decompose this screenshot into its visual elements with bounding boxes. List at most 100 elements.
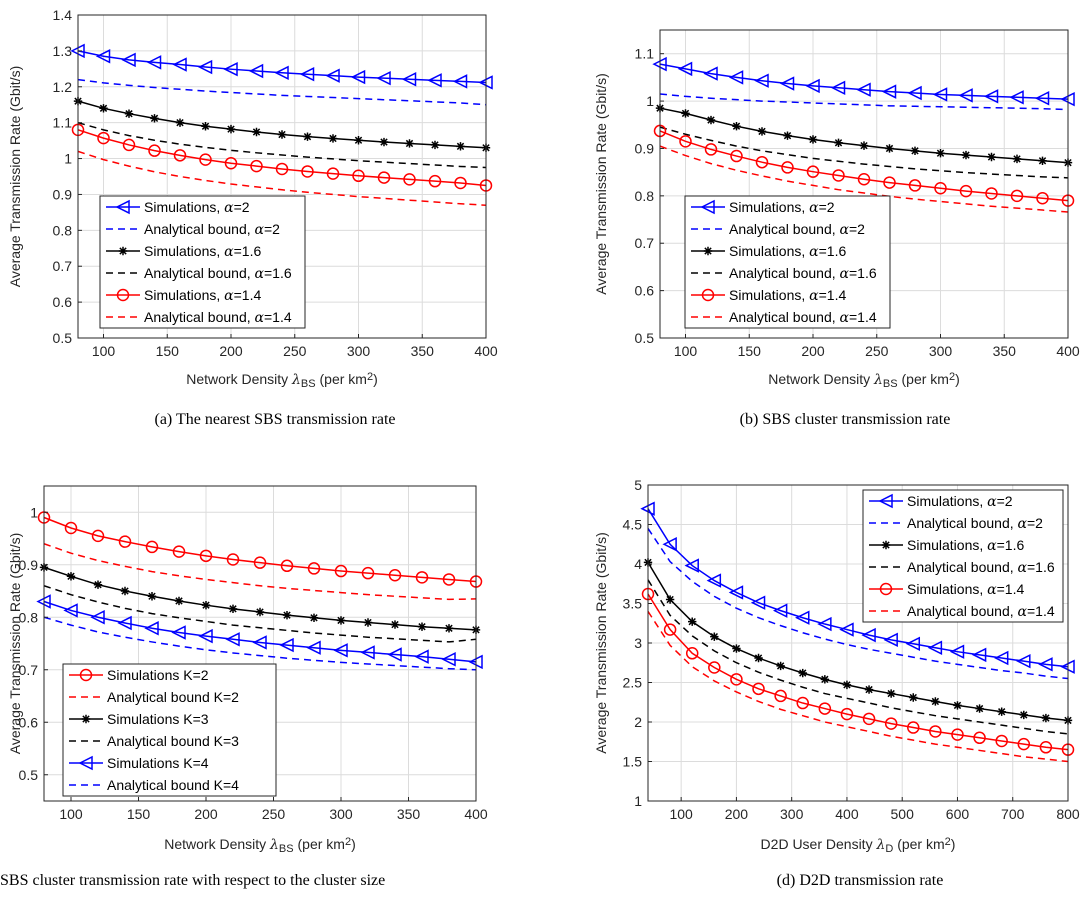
chart-b-series-0 [652, 56, 1075, 107]
chart-c-series-5 [43, 616, 477, 671]
chart-c-series-4-point-7 [225, 632, 240, 647]
chart-d-ytick-label-2: 2 [634, 714, 642, 730]
chart-b-series-5-line [659, 145, 1069, 213]
chart-d-series-1 [647, 528, 1069, 680]
chart-b-series-2-point-5 [783, 131, 792, 140]
chart-c-series-2-point-10 [309, 613, 319, 622]
chart-c-series-2-point-9 [282, 610, 292, 620]
chart-d-series-0-point-6 [772, 603, 788, 618]
chart-d-series-2-point-18 [1041, 713, 1051, 723]
chart-a-ytick-label-6: 1.1 [53, 115, 73, 131]
chart-c-series-0-point-5 [172, 545, 186, 558]
chart-b-series-0-point-5 [779, 76, 795, 91]
chart-b-series-0-point-15 [1034, 91, 1050, 106]
chart-b-series-0-point-4 [754, 73, 769, 88]
chart-d-legend-box [862, 489, 1064, 623]
chart-b-series-4-point-15 [1036, 191, 1049, 205]
chart-d-series-4-point-13 [929, 725, 942, 738]
chart-b-series-0-point-9 [881, 84, 897, 99]
chart-d-xlabel: D2D User Density λD (per km2) [761, 836, 956, 856]
chart-b-ytick-label-1: 0.6 [635, 283, 655, 299]
chart-a-series-2-point-6 [226, 124, 236, 134]
chart-d-series-0-point-8 [817, 616, 832, 632]
chart-a-ytick-label-9: 1.4 [53, 7, 73, 23]
chart-b-xtick-label-3: 250 [865, 343, 889, 359]
chart-d-series-2-point-6 [776, 661, 785, 671]
chart-d-series-4-point-3 [708, 661, 721, 674]
chart-a-series-1-line [77, 78, 487, 106]
chart-c-series-0-point-3 [118, 535, 132, 548]
chart-d-legend-label-5: Analytical bound, α=1.4 [907, 603, 1055, 620]
chart-b-xtick-label-1: 150 [738, 343, 762, 359]
chart-d-series-4-point-9 [840, 707, 854, 721]
chart-b-series-4-point-5 [781, 161, 794, 174]
chart-c-series-4-point-1 [63, 603, 78, 618]
chart-a-legend-label-2: Simulations, α=1.6 [144, 243, 261, 260]
chart-d-series-4-point-11 [884, 717, 898, 730]
chart-c-series-2-point-15 [444, 624, 454, 633]
chart-b-axes-box [659, 29, 1069, 339]
chart-a-series-0-point-11 [350, 69, 366, 85]
chart-c-series-2-point-6 [201, 600, 211, 610]
chart-c-series-4-line [43, 600, 477, 663]
chart-b-ylabel: Average Transmission Rate (Gbit/s) [593, 73, 609, 295]
chart-b-series-2 [655, 103, 1073, 167]
chart-d-xtick-label-1: 200 [725, 806, 749, 822]
chart-b-legend-label-5: Analytical bound, α=1.4 [729, 309, 877, 326]
chart-a-ytick-label-5: 1 [64, 151, 72, 167]
chart-a-series-4-point-4 [173, 149, 187, 162]
chart-a-series-3 [77, 121, 487, 169]
chart-d-ytick-label-5: 3.5 [623, 596, 643, 612]
chart-c-series-0-point-6 [199, 549, 213, 563]
chart-a-series-0-point-1 [95, 49, 111, 64]
chart-c-ytick-label-4: 0.9 [19, 557, 39, 573]
chart-d-series-2-point-8 [820, 675, 830, 684]
chart-a-ytick-label-2: 0.7 [53, 258, 73, 274]
chart-c-series-2 [39, 563, 481, 635]
chart-d-ytick-label-7: 4.5 [623, 517, 643, 533]
chart-b: 100 150 200 250 300 350 400 0.5 0.6 0.7 0.8 0.9 1 1.1… [593, 29, 1080, 390]
chart-b-series-0-point-10 [907, 85, 922, 101]
chart-d-series-4-point-2 [685, 647, 699, 660]
chart-b-series-4-point-14 [1010, 189, 1024, 203]
chart-c-series-0-point-9 [280, 559, 294, 573]
chart-c-series-2-point-5 [174, 596, 184, 606]
chart-a-series-2-point-5 [201, 122, 210, 131]
chart-d-series-4-line [647, 593, 1069, 751]
chart-b-legend-label-3: Analytical bound, α=1.6 [729, 265, 877, 282]
chart-d-series-2-point-4 [732, 644, 741, 653]
chart-b-legend-marker-2 [703, 246, 713, 256]
chart-a-series-4-point-11 [352, 169, 365, 183]
chart-b-series-0-point-1 [677, 61, 693, 77]
chart-c-series-0-point-12 [361, 566, 375, 580]
chart-a-series-2-point-10 [328, 134, 338, 143]
chart-a-series-2-point-9 [303, 132, 312, 141]
chart-c-series-2-point-11 [336, 616, 346, 625]
chart-a-legend-label-4: Simulations, α=1.4 [144, 287, 261, 304]
chart-a-series-2-point-8 [277, 130, 287, 139]
chart-b-legend: Simulations, α=2 Analytical bound, α=2 Sim… [684, 195, 891, 329]
chart-a-series-0-point-10 [325, 68, 340, 83]
chart-d-series-0-point-11 [883, 632, 898, 648]
chart-d-ytick-label-1: 1.5 [623, 754, 643, 770]
chart-c-series-2-point-2 [93, 580, 103, 589]
chart-c-xtick-label-6: 400 [464, 806, 488, 822]
chart-d-ytick-label-8: 5 [634, 477, 642, 493]
chart-c-series-2-point-7 [228, 604, 238, 614]
chart-d-xtick-label-2: 300 [780, 806, 804, 822]
chart-d-legend-marker-2 [881, 540, 891, 550]
chart-b-series-4-line [659, 130, 1069, 202]
chart-c-series-4-point-11 [333, 643, 348, 658]
chart-a-series-0-point-2 [121, 52, 136, 68]
chart-b-series-2-point-2 [706, 115, 716, 125]
chart-c-series-2-point-13 [390, 620, 400, 629]
chart-d-ytick-label-0: 1 [634, 793, 642, 809]
chart-a-series-4-point-5 [199, 153, 212, 166]
chart-c-series-0-line [43, 516, 477, 583]
chart-c-series-0-point-8 [253, 556, 267, 569]
chart-c-series-0-point-2 [91, 529, 105, 543]
chart-d-series-4-point-10 [862, 712, 876, 726]
chart-b-series-2-point-15 [1038, 156, 1047, 165]
chart-a-series-0-point-9 [299, 67, 315, 82]
chart-c-xtick-label-3: 250 [262, 806, 286, 822]
